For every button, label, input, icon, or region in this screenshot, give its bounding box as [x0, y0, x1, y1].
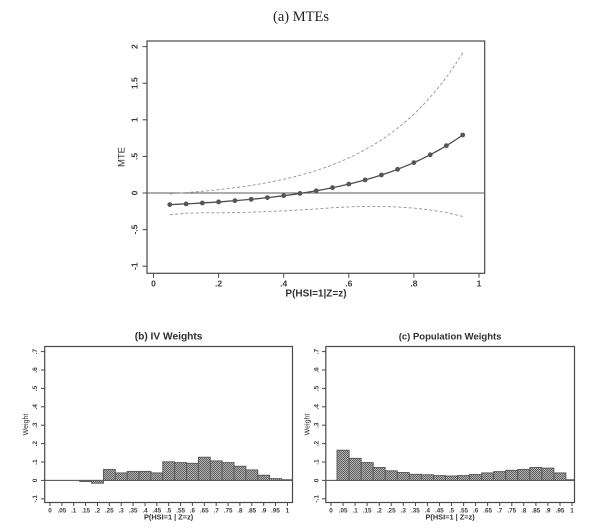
svg-text:.85: .85: [532, 507, 541, 514]
svg-text:.25: .25: [387, 507, 396, 514]
svg-text:.2: .2: [313, 441, 320, 447]
svg-text:.2: .2: [32, 441, 39, 447]
svg-text:.3: .3: [119, 507, 125, 514]
svg-text:.4: .4: [313, 404, 320, 410]
svg-text:0: 0: [151, 279, 156, 289]
svg-text:.3: .3: [32, 422, 39, 428]
svg-text:.1: .1: [32, 459, 39, 465]
svg-text:1: 1: [286, 507, 290, 514]
svg-text:0: 0: [329, 507, 333, 514]
svg-text:.6: .6: [345, 279, 352, 289]
svg-text:.7: .7: [497, 507, 503, 514]
svg-text:.2: .2: [215, 279, 222, 289]
svg-text:.2: .2: [377, 507, 383, 514]
svg-text:1: 1: [130, 117, 140, 122]
svg-text:.5: .5: [166, 507, 172, 514]
svg-text:.1: .1: [313, 459, 320, 465]
svg-text:0: 0: [313, 478, 320, 482]
svg-text:.3: .3: [401, 507, 407, 514]
svg-text:1: 1: [477, 279, 482, 289]
svg-text:.15: .15: [81, 507, 90, 514]
svg-text:.05: .05: [339, 507, 348, 514]
svg-text:.8: .8: [521, 507, 527, 514]
svg-text:.1: .1: [352, 507, 358, 514]
svg-text:.5: .5: [32, 385, 39, 391]
svg-text:.8: .8: [237, 507, 243, 514]
svg-text:.6: .6: [313, 367, 320, 373]
svg-text:Weight: Weight: [304, 414, 311, 436]
svg-text:-.5: -.5: [130, 224, 140, 234]
svg-text:.45: .45: [435, 507, 444, 514]
svg-text:MTE: MTE: [117, 147, 128, 167]
svg-text:.4: .4: [32, 404, 39, 410]
svg-text:-.1: -.1: [313, 495, 320, 503]
svg-text:.35: .35: [129, 507, 138, 514]
svg-text:.05: .05: [58, 507, 67, 514]
svg-text:.5: .5: [130, 153, 140, 160]
svg-text:0: 0: [48, 507, 52, 514]
svg-text:.8: .8: [410, 279, 417, 289]
svg-text:.55: .55: [459, 507, 468, 514]
svg-text:.5: .5: [449, 507, 455, 514]
svg-text:P(HSI=1 | Z=z): P(HSI=1 | Z=z): [144, 513, 194, 522]
svg-text:.4: .4: [142, 507, 148, 514]
svg-text:-1: -1: [130, 262, 140, 270]
svg-text:.75: .75: [507, 507, 516, 514]
svg-text:.7: .7: [32, 349, 39, 355]
svg-text:.3: .3: [313, 422, 320, 428]
svg-text:.4: .4: [280, 279, 287, 289]
svg-text:-.1: -.1: [32, 495, 39, 503]
svg-text:.1: .1: [71, 507, 77, 514]
svg-text:.85: .85: [247, 507, 256, 514]
svg-text:.35: .35: [411, 507, 420, 514]
svg-text:P(HSI=1 | Z=z): P(HSI=1 | Z=z): [425, 513, 475, 522]
svg-text:.95: .95: [271, 507, 280, 514]
svg-text:1.5: 1.5: [130, 77, 140, 89]
svg-text:.25: .25: [105, 507, 114, 514]
svg-text:(b) IV Weights: (b) IV Weights: [135, 332, 203, 343]
svg-text:0: 0: [130, 190, 140, 195]
svg-text:0: 0: [32, 478, 39, 482]
svg-text:P(HSI=1|Z=z): P(HSI=1|Z=z): [285, 289, 346, 300]
svg-text:(c) Population Weights: (c) Population Weights: [399, 332, 502, 343]
svg-text:.65: .65: [483, 507, 492, 514]
svg-text:.6: .6: [32, 367, 39, 373]
svg-text:.7: .7: [214, 507, 220, 514]
svg-text:1: 1: [570, 507, 574, 514]
svg-text:.45: .45: [152, 507, 161, 514]
svg-text:.15: .15: [363, 507, 372, 514]
svg-text:.95: .95: [556, 507, 565, 514]
svg-text:.9: .9: [545, 507, 551, 514]
svg-text:2: 2: [130, 44, 140, 49]
svg-text:.9: .9: [261, 507, 267, 514]
svg-text:.65: .65: [200, 507, 209, 514]
svg-text:.4: .4: [425, 507, 431, 514]
svg-text:.5: .5: [313, 385, 320, 391]
svg-text:.55: .55: [176, 507, 185, 514]
svg-text:.2: .2: [95, 507, 101, 514]
svg-text:(a) MTEs: (a) MTEs: [273, 9, 329, 25]
svg-text:.6: .6: [190, 507, 196, 514]
svg-text:.6: .6: [473, 507, 479, 514]
svg-text:.7: .7: [313, 349, 320, 355]
svg-text:Weight: Weight: [23, 414, 30, 436]
svg-text:.75: .75: [224, 507, 233, 514]
